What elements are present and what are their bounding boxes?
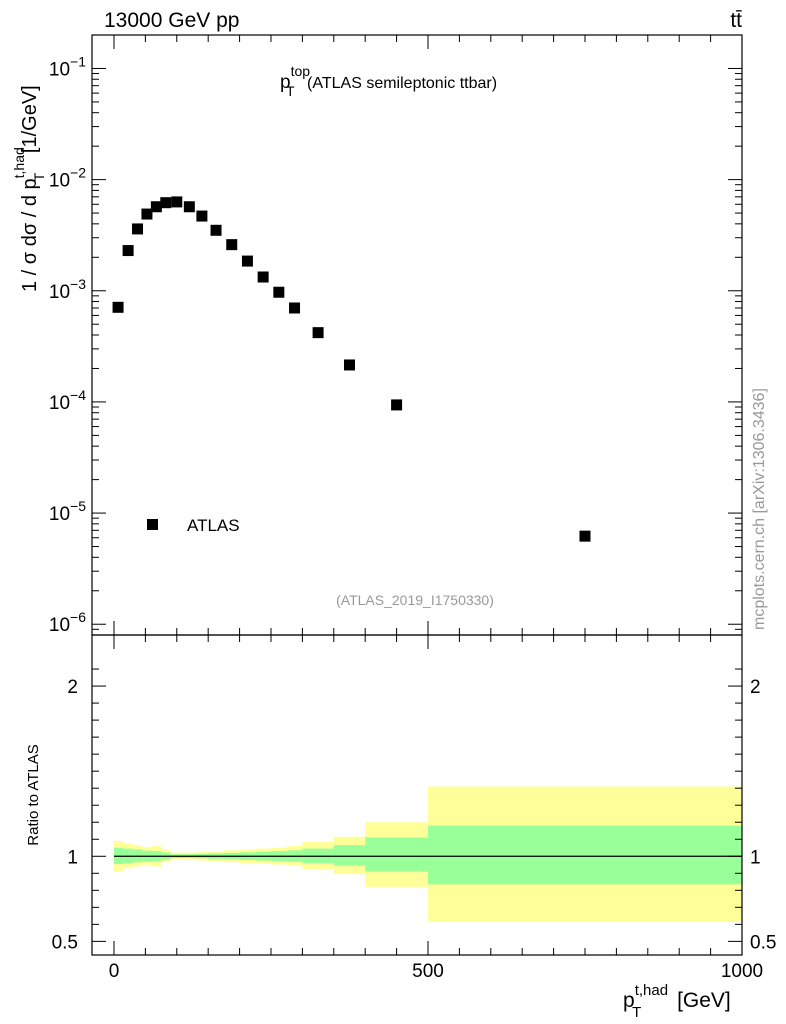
plot-title: ptop T (ATLAS semileptonic ttbar): [280, 63, 497, 99]
y-tick-label: 10−6: [49, 609, 86, 636]
ratio-bands: [113, 786, 742, 922]
x-axis-title-main: p: [623, 989, 635, 1012]
y-tick-base: 10: [49, 615, 70, 636]
ratio-panel-frame: [91, 634, 743, 956]
main-panel-ticks: [92, 34, 743, 636]
ratio-band-inner: [365, 837, 428, 872]
data-point: [183, 201, 195, 213]
y-axis-title: 1 / σ dσ / d pt,had T [1/GeV]: [11, 85, 47, 292]
y-tick-base: 10: [49, 171, 70, 192]
y-tick-exp: −1: [70, 53, 86, 69]
data-point: [210, 224, 222, 236]
data-point: [171, 196, 183, 208]
main-panel-markers: [112, 196, 591, 542]
x-axis-title-sup: t,had: [635, 982, 668, 999]
x-tick-label: 500: [412, 961, 444, 982]
energy-label: 13000 GeV pp: [104, 9, 239, 32]
data-point: [273, 286, 285, 298]
y-tick-base: 10: [49, 282, 70, 303]
y-axis-title-sup: t,had: [11, 147, 27, 178]
ratio-y-axis-title: Ratio to ATLAS: [25, 744, 42, 845]
x-axis-title-unit: [GeV]: [671, 989, 731, 1012]
ratio-panel: Ratio to ATLAS 0.5 1 2 0.5 1 2 0 500 100…: [25, 634, 776, 1021]
ratio-y-tick-label-left: 1: [67, 847, 78, 868]
y-tick-exp: −5: [70, 498, 86, 514]
ratio-band-inner: [333, 845, 366, 866]
data-point: [241, 255, 253, 267]
y-tick-label: 10−3: [49, 276, 86, 303]
y-tick-label: 10−2: [49, 165, 86, 192]
y-tick-base: 10: [49, 393, 70, 414]
data-point: [226, 239, 238, 251]
analysis-label: (ATLAS_2019_I1750330): [336, 592, 494, 608]
data-point: [141, 208, 153, 220]
data-point: [579, 530, 591, 542]
data-point: [122, 245, 134, 257]
data-point: [160, 197, 172, 209]
data-point: [150, 201, 162, 213]
side-label: mcplots.cern.ch [arXiv:1306.3436]: [751, 388, 768, 630]
data-point: [132, 223, 144, 235]
plot-title-sub: T: [286, 83, 295, 99]
ratio-y-tick-label-right: 1: [750, 847, 761, 868]
x-axis-title-sub: T: [632, 1004, 641, 1021]
y-tick-base: 10: [49, 504, 70, 525]
y-tick-label: 10−4: [49, 387, 86, 414]
y-tick-exp: −6: [70, 609, 86, 625]
legend-entry: ATLAS: [187, 516, 240, 535]
plot-title-main: p: [280, 72, 291, 93]
data-point: [343, 359, 355, 371]
legend-marker: [147, 519, 158, 530]
y-axis-title-unit: [1/GeV]: [19, 85, 41, 158]
ratio-panel-ticks: [92, 635, 743, 955]
data-point: [112, 301, 124, 313]
x-tick-label: 0: [109, 961, 120, 982]
ratio-y-tick-label-right: 2: [750, 677, 761, 698]
ratio-y-tick-label-left: 0.5: [52, 932, 78, 953]
y-axis-title-sub: T: [31, 172, 47, 181]
y-tick-base: 10: [49, 59, 70, 80]
y-axis-title-main: 1 / σ dσ / d p: [19, 178, 41, 292]
data-point: [312, 327, 324, 339]
data-point: [289, 302, 301, 314]
plot-title-rest: (ATLAS semileptonic ttbar): [303, 75, 497, 92]
data-point: [391, 399, 403, 411]
main-y-tick-labels: 10−1 10−2 10−3 10−4 10−5 10−6: [49, 53, 86, 636]
process-label: tt̄: [730, 9, 742, 32]
plot-title-sup: top: [291, 63, 311, 79]
y-tick-label: 10−5: [49, 498, 86, 525]
y-tick-exp: −4: [70, 387, 86, 403]
main-panel: ptop T (ATLAS semileptonic ttbar) 1 / σ d…: [11, 34, 743, 636]
y-tick-label: 10−1: [49, 53, 86, 80]
y-tick-exp: −2: [70, 165, 86, 181]
data-point: [257, 271, 269, 283]
data-point: [196, 210, 208, 222]
x-tick-label: 1000: [721, 961, 763, 982]
ratio-y-tick-label-right: 0.5: [750, 932, 776, 953]
ratio-band-inner: [427, 825, 742, 885]
main-panel-frame: [91, 34, 743, 636]
x-axis-title: pt,had T [GeV]: [623, 982, 731, 1021]
ratio-y-tick-label-left: 2: [67, 677, 78, 698]
y-tick-exp: −3: [70, 276, 86, 292]
